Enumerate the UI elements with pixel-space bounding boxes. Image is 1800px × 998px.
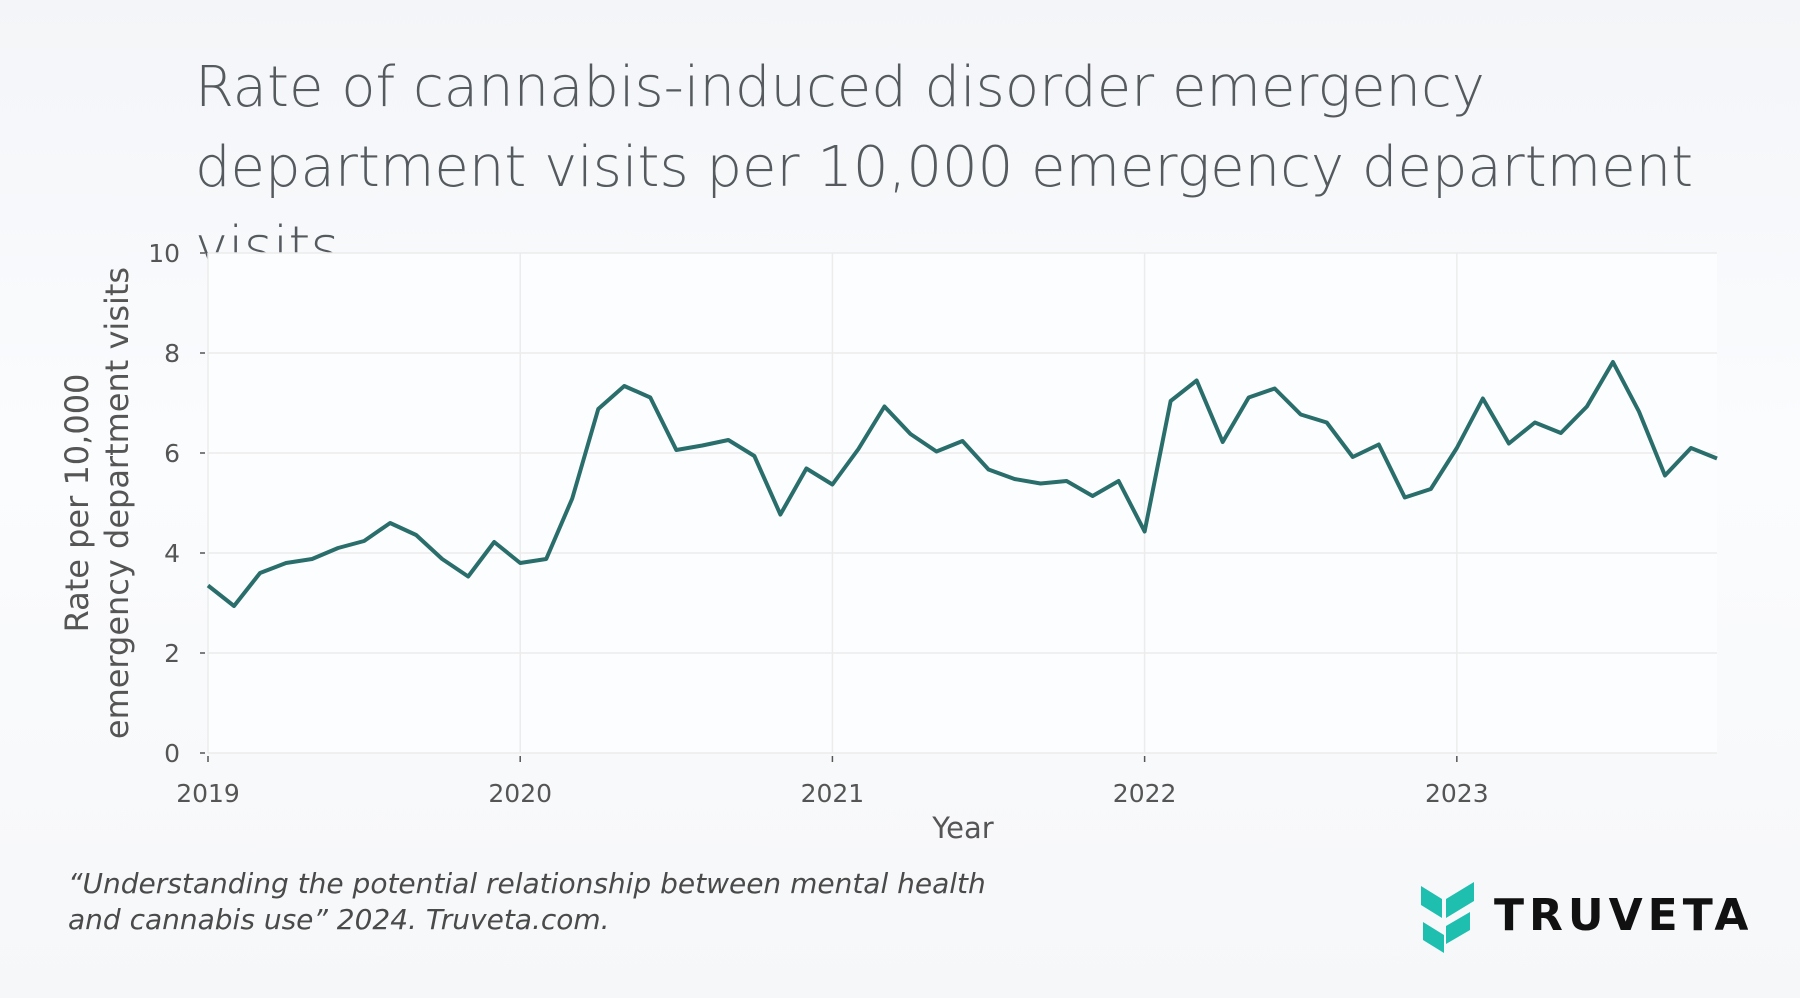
y-tick-label: 2 (164, 639, 180, 668)
plot-area (208, 253, 1717, 753)
chart-title: Rate of cannabis-induced disorder emerge… (195, 55, 1694, 280)
citation-line-1: “Understanding the potential relationshi… (68, 867, 986, 900)
y-tick-label: 10 (148, 239, 180, 268)
truveta-logo-mark: TRUVETA (1421, 882, 1748, 953)
y-axis-label-line1: Rate per 10,000 (58, 374, 96, 633)
x-tick-label: 2023 (1425, 779, 1489, 808)
y-tick-label: 8 (164, 339, 180, 368)
y-axis: 0 2 4 6 8 10 (148, 239, 205, 768)
x-tick-label: 2020 (488, 779, 552, 808)
citation: “Understanding the potential relationshi… (68, 866, 986, 938)
x-tick-label: 2021 (801, 779, 865, 808)
y-tick-label: 6 (164, 439, 180, 468)
x-tick-label: 2022 (1113, 779, 1177, 808)
x-axis: 2019 2020 2021 2022 2023 (176, 756, 1489, 808)
logo-text: TRUVETA (1494, 890, 1748, 941)
y-tick-label: 4 (164, 539, 180, 568)
y-tick-label: 0 (164, 739, 180, 768)
x-axis-label: Year (931, 811, 993, 845)
x-tick-label: 2019 (176, 779, 240, 808)
grid (207, 252, 1717, 754)
y-axis-label-line2: emergency department visits (98, 267, 136, 739)
truveta-logo: TRUVETA (1418, 866, 1748, 966)
citation-line-2: and cannabis use” 2024. Truveta.com. (68, 903, 610, 936)
